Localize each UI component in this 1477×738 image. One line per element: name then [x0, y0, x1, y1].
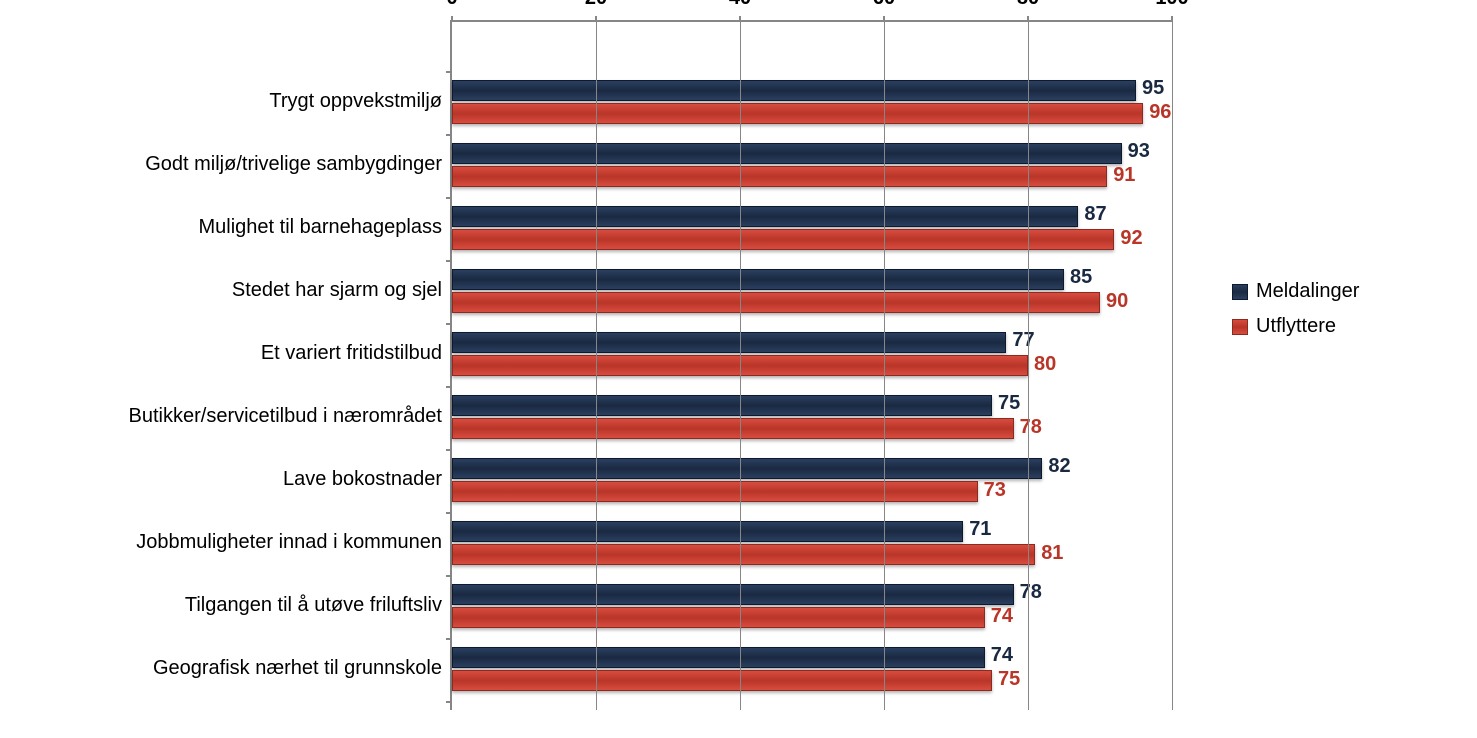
y-tick: [446, 638, 452, 640]
bar-group: 9596: [452, 72, 1172, 135]
category-label: Et variert fritidstilbud: [20, 322, 442, 385]
y-axis-labels: Trygt oppvekstmiljøGodt miljø/trivelige …: [20, 20, 450, 700]
bars-wrapper: 9596939187928590778075788273718178747475: [452, 72, 1172, 702]
bar-value-label: 75: [998, 392, 1020, 415]
bar-value-label: 71: [969, 518, 991, 541]
bar-group: 82 73: [452, 450, 1172, 513]
x-tick-label: 20: [585, 0, 607, 10]
category-label: Mulighet til barnehageplass: [20, 196, 442, 259]
bar-utflyttere: [452, 103, 1143, 124]
bar-value-label: 75: [998, 668, 1020, 691]
bar-utflyttere: [452, 166, 1107, 187]
x-tick-label: 0: [446, 0, 457, 10]
x-tick-label: 40: [729, 0, 751, 10]
category-label: Tilgangen til å utøve friluftsliv: [20, 574, 442, 637]
bar-value-label: 92: [1120, 227, 1142, 250]
bar-value-label: 73: [984, 479, 1006, 502]
category-label: Lave bokostnader: [20, 448, 442, 511]
bar-group: 78 74: [452, 576, 1172, 639]
bar-meldalinger: [452, 521, 963, 542]
bar-value-label: 74: [991, 644, 1013, 667]
y-tick: [446, 512, 452, 514]
category-label: Godt miljø/trivelige sambygdinger: [20, 133, 442, 196]
gridline: [740, 22, 741, 710]
legend-item-meldalinger: Meldalinger: [1232, 280, 1359, 303]
bar-value-label: 91: [1113, 164, 1135, 187]
bar-group: 85 90: [452, 261, 1172, 324]
bar-group: 9391: [452, 135, 1172, 198]
bar-value-label: 77: [1012, 329, 1034, 352]
legend-swatch-utflyttere: [1232, 319, 1248, 335]
y-tick: [446, 71, 452, 73]
gridline: [1028, 22, 1029, 710]
bar-utflyttere: [452, 418, 1014, 439]
bar-value-label: 81: [1041, 542, 1063, 565]
legend-swatch-meldalinger: [1232, 284, 1248, 300]
bar-group: 7578: [452, 387, 1172, 450]
chart-container: Trygt oppvekstmiljøGodt miljø/trivelige …: [20, 20, 1457, 710]
category-label: Stedet har sjarm og sjel: [20, 259, 442, 322]
bar-group: 71 81: [452, 513, 1172, 576]
bar-value-label: 96: [1149, 101, 1171, 124]
bar-value-label: 74: [991, 605, 1013, 628]
bar-meldalinger: [452, 269, 1064, 290]
bar-value-label: 90: [1106, 290, 1128, 313]
category-label: Geografisk nærhet til grunnskole: [20, 637, 442, 700]
bar-meldalinger: [452, 458, 1042, 479]
category-label: Butikker/servicetilbud i nærområdet: [20, 385, 442, 448]
x-tick-label: 80: [1017, 0, 1039, 10]
gridline: [596, 22, 597, 710]
legend: Meldalinger Utflyttere: [1232, 280, 1359, 350]
legend-item-utflyttere: Utflyttere: [1232, 315, 1359, 338]
legend-label: Utflyttere: [1256, 315, 1336, 338]
bar-utflyttere: [452, 670, 992, 691]
y-tick: [446, 701, 452, 703]
bar-meldalinger: [452, 584, 1014, 605]
bar-value-label: 78: [1020, 581, 1042, 604]
bar-meldalinger: [452, 143, 1122, 164]
category-label: Trygt oppvekstmiljø: [20, 70, 442, 133]
gridline: [884, 22, 885, 710]
bar-value-label: 80: [1034, 353, 1056, 376]
bar-value-label: 95: [1142, 77, 1164, 100]
legend-label: Meldalinger: [1256, 280, 1359, 303]
bar-utflyttere: [452, 481, 978, 502]
x-axis: 020406080100: [452, 0, 1172, 17]
y-tick: [446, 575, 452, 577]
category-label: Jobbmuligheter innad i kommunen: [20, 511, 442, 574]
bar-group: 7475: [452, 639, 1172, 702]
x-tick: [451, 16, 453, 22]
bar-meldalinger: [452, 395, 992, 416]
x-tick-label: 60: [873, 0, 895, 10]
bar-value-label: 87: [1084, 203, 1106, 226]
bar-meldalinger: [452, 647, 985, 668]
bar-utflyttere: [452, 544, 1035, 565]
y-tick: [446, 260, 452, 262]
y-tick: [446, 323, 452, 325]
gridline: [1172, 22, 1173, 710]
bar-value-label: 85: [1070, 266, 1092, 289]
bar-value-label: 78: [1020, 416, 1042, 439]
bar-value-label: 82: [1048, 455, 1070, 478]
bar-utflyttere: [452, 229, 1114, 250]
y-tick: [446, 197, 452, 199]
y-tick: [446, 386, 452, 388]
bar-meldalinger: [452, 206, 1078, 227]
bar-utflyttere: [452, 607, 985, 628]
bar-group: 7780: [452, 324, 1172, 387]
y-tick: [446, 134, 452, 136]
plot-area: 020406080100 959693918792859077807578827…: [450, 20, 1172, 710]
x-tick-label: 100: [1155, 0, 1188, 10]
y-tick: [446, 449, 452, 451]
bar-meldalinger: [452, 332, 1006, 353]
bar-utflyttere: [452, 292, 1100, 313]
bar-value-label: 93: [1128, 140, 1150, 163]
bar-group: 87 92: [452, 198, 1172, 261]
bar-meldalinger: [452, 80, 1136, 101]
